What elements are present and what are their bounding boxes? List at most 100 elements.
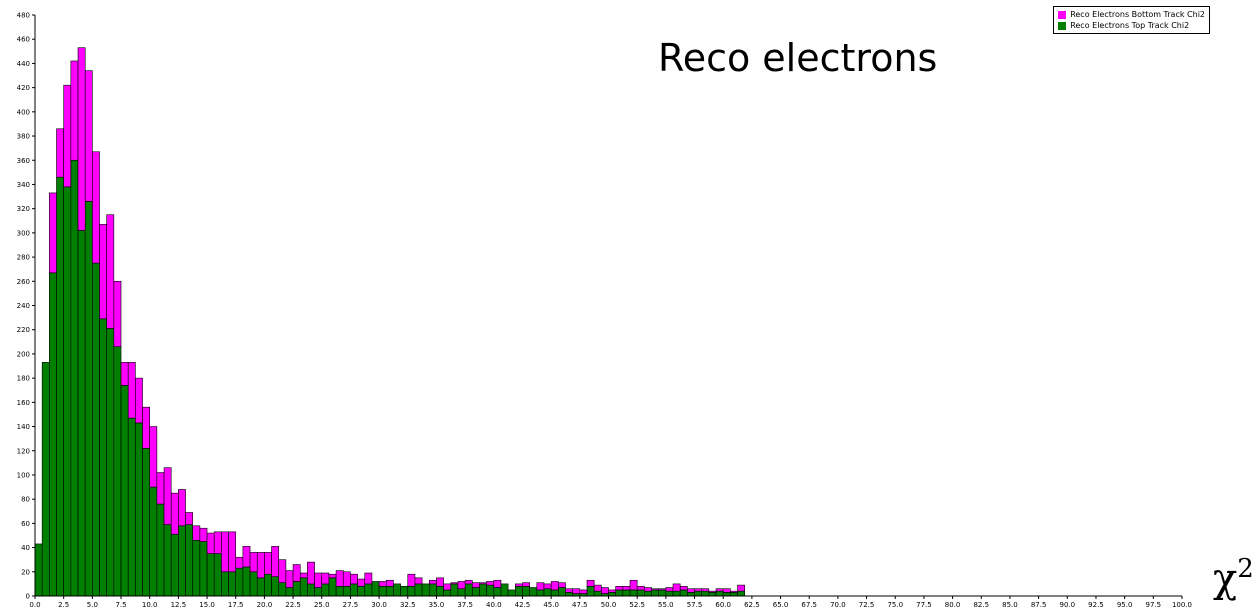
bar-top xyxy=(608,592,616,597)
bar-bottom xyxy=(156,472,165,505)
x-tick-label: 75.0 xyxy=(887,601,903,609)
bar-bottom xyxy=(213,531,222,554)
y-tick-label: 120 xyxy=(17,447,30,455)
x-tick-label: 67.5 xyxy=(801,601,817,609)
y-tick-label: 220 xyxy=(17,326,30,334)
x-tick-label: 20.0 xyxy=(257,601,273,609)
bar-bottom xyxy=(221,531,229,573)
bar-bottom xyxy=(586,579,595,587)
x-tick-label: 40.0 xyxy=(486,601,502,609)
bar-top xyxy=(586,586,595,597)
y-tick-label: 360 xyxy=(17,157,30,165)
x-tick-label: 72.5 xyxy=(859,601,875,609)
bar-bottom xyxy=(70,60,79,161)
x-tick-label: 27.5 xyxy=(343,601,359,609)
bar-top xyxy=(629,589,638,597)
bar-top xyxy=(493,587,502,597)
bar-top xyxy=(206,553,215,597)
bar-top xyxy=(70,159,79,597)
bar-bottom xyxy=(601,587,609,594)
bar-top xyxy=(407,586,416,597)
bar-bottom xyxy=(694,588,702,592)
bar-bottom xyxy=(178,489,186,527)
bar-bottom xyxy=(127,362,136,419)
bar-top xyxy=(335,586,344,597)
bar-top xyxy=(393,583,401,597)
bar-top xyxy=(708,592,717,597)
legend-item-top: Reco Electrons Top Track Chi2 xyxy=(1058,20,1205,31)
bar-bottom xyxy=(299,572,308,579)
bar-bottom xyxy=(679,586,688,591)
bar-top xyxy=(235,567,244,597)
bar-top xyxy=(127,417,136,597)
bar-bottom xyxy=(235,556,244,569)
x-tick-label: 60.0 xyxy=(715,601,731,609)
bar-bottom xyxy=(572,588,581,594)
x-tick-label: 57.5 xyxy=(687,601,703,609)
bar-top xyxy=(328,577,337,597)
y-tick-label: 0 xyxy=(26,593,30,601)
bar-top xyxy=(364,583,373,597)
x-tick-label: 12.5 xyxy=(171,601,187,609)
x-tick-label: 92.5 xyxy=(1088,601,1104,609)
bar-top xyxy=(722,592,731,597)
x-tick-label: 87.5 xyxy=(1031,601,1047,609)
bar-bottom xyxy=(206,532,215,554)
bar-top xyxy=(378,586,387,597)
bar-top xyxy=(221,571,229,597)
bar-bottom xyxy=(321,572,330,585)
bar-bottom xyxy=(385,579,394,587)
bar-bottom xyxy=(106,214,115,329)
bar-top xyxy=(385,586,394,597)
bar-top xyxy=(421,583,430,597)
x-tick-label: 82.5 xyxy=(973,601,989,609)
bar-top xyxy=(84,201,93,597)
legend-label-bottom: Reco Electrons Bottom Track Chi2 xyxy=(1070,10,1205,19)
x-tick-label: 10.0 xyxy=(142,601,158,609)
y-tick-label: 160 xyxy=(17,399,30,407)
bar-bottom xyxy=(56,128,64,178)
x-tick-label: 17.5 xyxy=(228,601,244,609)
bar-bottom xyxy=(249,552,258,573)
x-tick-label: 50.0 xyxy=(601,601,617,609)
bar-top xyxy=(249,571,258,597)
x-tick-label: 5.0 xyxy=(87,601,98,609)
bar-top xyxy=(464,583,473,597)
series-bottom-bars xyxy=(49,47,746,594)
bar-bottom xyxy=(457,581,466,590)
bar-bottom xyxy=(192,525,201,541)
bar-top xyxy=(77,230,86,597)
bar-bottom xyxy=(307,561,315,585)
bar-top xyxy=(142,448,150,597)
bar-bottom xyxy=(622,586,631,591)
bar-bottom xyxy=(471,582,480,588)
bar-top xyxy=(56,176,64,597)
bar-bottom xyxy=(84,70,93,202)
legend-swatch-bottom xyxy=(1058,10,1067,19)
bar-bottom xyxy=(593,584,602,592)
bar-bottom xyxy=(708,590,717,593)
bar-bottom xyxy=(515,583,523,587)
bar-bottom xyxy=(722,588,731,593)
bar-top xyxy=(285,587,294,597)
x-axis-label: χ2 xyxy=(1213,554,1254,601)
x-tick-label: 0.0 xyxy=(29,601,40,609)
bar-bottom xyxy=(264,552,272,575)
bar-bottom xyxy=(493,579,502,588)
bar-top xyxy=(694,590,702,597)
x-tick-label: 97.5 xyxy=(1146,601,1162,609)
bar-top xyxy=(565,592,573,597)
bar-bottom xyxy=(579,589,588,594)
bar-top xyxy=(543,588,552,597)
bar-bottom xyxy=(163,467,172,525)
bar-bottom xyxy=(77,47,86,231)
bar-bottom xyxy=(672,583,681,592)
y-tick-label: 380 xyxy=(17,133,30,141)
bar-bottom xyxy=(285,570,294,588)
x-tick-label: 15.0 xyxy=(199,601,215,609)
bar-bottom xyxy=(608,589,616,593)
bar-bottom xyxy=(543,583,552,590)
bar-top xyxy=(314,587,323,597)
y-tick-label: 200 xyxy=(17,350,30,358)
bar-top xyxy=(636,589,645,597)
